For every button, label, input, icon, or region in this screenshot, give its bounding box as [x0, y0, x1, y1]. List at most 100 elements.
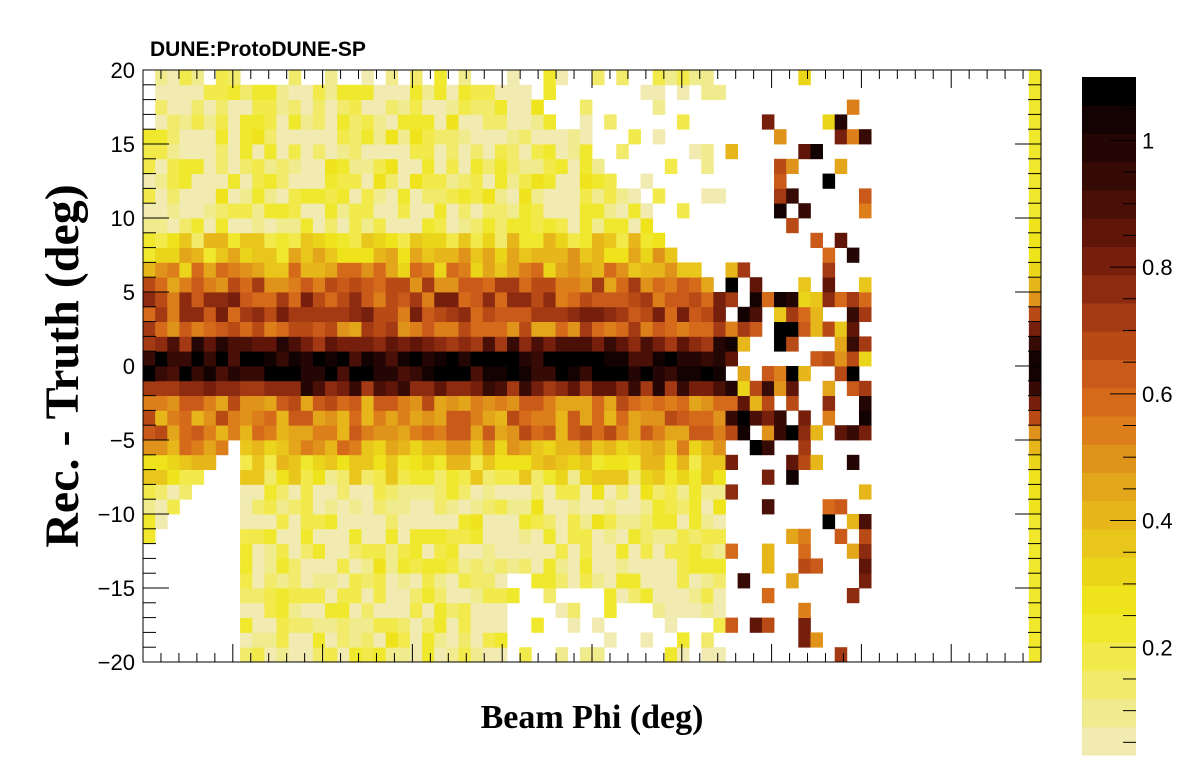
- heatmap-cell: [604, 425, 617, 441]
- heatmap-cell: [507, 277, 520, 293]
- heatmap-cell: [155, 114, 168, 130]
- heatmap-cell: [252, 158, 265, 174]
- heatmap-cell: [240, 292, 253, 308]
- heatmap-cell: [664, 366, 678, 382]
- heatmap-cell: [155, 514, 168, 530]
- heatmap-cell: [482, 410, 496, 426]
- heatmap-cell: [361, 602, 374, 618]
- heatmap-cell: [143, 218, 156, 234]
- heatmap-cell: [312, 602, 326, 618]
- heatmap-cell: [640, 410, 654, 426]
- heatmap-cell: [349, 158, 362, 174]
- heatmap-cell: [519, 410, 532, 426]
- heatmap-cell: [227, 188, 241, 204]
- color-scale-swatch: [1082, 387, 1136, 417]
- heatmap-cell: [713, 336, 726, 352]
- heatmap-cell: [337, 469, 350, 485]
- heatmap-cell: [676, 114, 690, 130]
- heatmap-cell: [761, 440, 775, 456]
- heatmap-cell: [155, 440, 168, 456]
- heatmap-cell: [640, 84, 654, 100]
- heatmap-cell: [834, 321, 848, 337]
- heatmap-cell: [531, 173, 544, 189]
- heatmap-cell: [191, 218, 205, 234]
- heatmap-cell: [567, 573, 581, 589]
- heatmap-cell: [470, 84, 484, 100]
- heatmap-cell: [422, 484, 435, 500]
- heatmap-cell: [288, 129, 302, 145]
- heatmap-cell: [300, 277, 314, 293]
- heatmap-cell: [713, 84, 726, 100]
- heatmap-cell: [628, 262, 641, 278]
- heatmap-cell: [676, 203, 690, 219]
- heatmap-cell: [494, 588, 508, 604]
- heatmap-cell: [191, 262, 205, 278]
- heatmap-cell: [482, 114, 496, 130]
- heatmap-cell: [774, 410, 787, 426]
- heatmap-cell: [409, 262, 423, 278]
- heatmap-cell: [786, 336, 799, 352]
- heatmap-cell: [409, 380, 423, 396]
- heatmap-cell: [494, 292, 508, 308]
- heatmap-cell: [434, 203, 447, 219]
- heatmap-cell: [155, 469, 168, 485]
- heatmap-cell: [616, 203, 629, 219]
- heatmap-cell: [555, 543, 569, 559]
- heatmap-cell: [252, 218, 265, 234]
- heatmap-cell: [422, 292, 435, 308]
- heatmap-cell: [652, 262, 666, 278]
- heatmap-cell: [288, 410, 302, 426]
- color-scale-bar: [1082, 77, 1136, 756]
- heatmap-cell: [482, 395, 496, 411]
- heatmap-cell: [579, 114, 593, 130]
- heatmap-cell: [713, 395, 726, 411]
- heatmap-cell: [664, 440, 678, 456]
- heatmap-cell: [822, 499, 836, 515]
- heatmap-cell: [191, 292, 205, 308]
- heatmap-cell: [701, 499, 714, 515]
- heatmap-cell: [689, 262, 702, 278]
- heatmap-cell: [519, 528, 532, 544]
- heatmap-cell: [676, 262, 690, 278]
- heatmap-cell: [179, 232, 192, 248]
- heatmap-cell: [494, 617, 508, 633]
- heatmap-cell: [240, 514, 253, 530]
- heatmap-cell: [579, 469, 593, 485]
- heatmap-cell: [276, 454, 290, 470]
- heatmap-cell: [215, 158, 229, 174]
- heatmap-cell: [701, 410, 714, 426]
- heatmap-cell: [628, 558, 641, 574]
- heatmap-cell: [434, 543, 447, 559]
- heatmap-cell: [264, 218, 277, 234]
- heatmap-cell: [373, 528, 387, 544]
- heatmap-cell: [676, 543, 690, 559]
- heatmap-cell: [592, 499, 605, 515]
- heatmap-cell: [555, 558, 569, 574]
- heatmap-cell: [555, 380, 569, 396]
- heatmap-cell: [543, 543, 556, 559]
- heatmap-cell: [143, 454, 156, 470]
- heatmap-cell: [276, 588, 290, 604]
- heatmap-cell: [143, 203, 156, 219]
- heatmap-cell: [143, 366, 156, 382]
- heatmap-cell: [652, 602, 666, 618]
- heatmap-cell: [252, 351, 265, 367]
- color-scale-swatch: [1082, 472, 1136, 502]
- heatmap-cell: [240, 336, 253, 352]
- heatmap-cell: [167, 336, 180, 352]
- heatmap-cell: [774, 292, 787, 308]
- heatmap-cell: [834, 366, 848, 382]
- heatmap-cell: [531, 292, 544, 308]
- heatmap-cell: [519, 247, 532, 263]
- heatmap-cell: [592, 617, 605, 633]
- heatmap-cell: [155, 247, 168, 263]
- heatmap-cell: [155, 336, 168, 352]
- heatmap-cell: [312, 262, 326, 278]
- heatmap-cell: [592, 351, 605, 367]
- heatmap-cell: [312, 395, 326, 411]
- heatmap-cell: [713, 588, 726, 604]
- heatmap-cell: [1028, 188, 1042, 204]
- heatmap-cell: [264, 647, 277, 663]
- heatmap-cell: [555, 158, 569, 174]
- heatmap-cell: [300, 99, 314, 115]
